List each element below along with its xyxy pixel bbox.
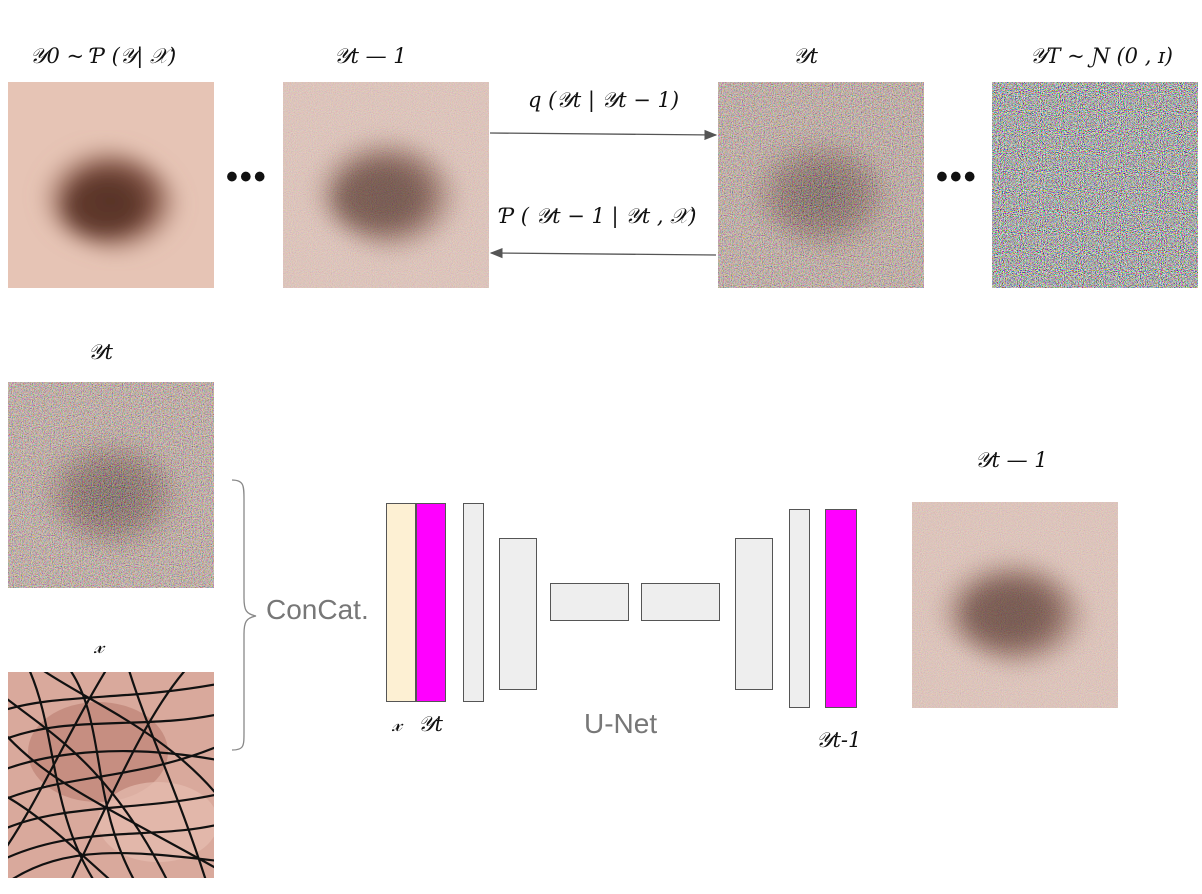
y0-distribution-label: 𝒴0 ~ Ƥ (𝒴| 𝒳): [30, 44, 177, 68]
reverse-process-label: Ƥ ( 𝒴t − 1 | 𝒴t , 𝒳): [500, 204, 697, 228]
noisy-lesion-t-image: [718, 82, 924, 288]
condition-x-label: 𝓍: [94, 634, 104, 658]
y-t-label: 𝒴t: [793, 44, 818, 68]
forward-process-label: q (𝒴t | 𝒴t − 1): [528, 88, 680, 112]
noisy-lesion-t-minus-1-image: [283, 82, 489, 288]
ellipsis-left: •••: [226, 158, 268, 196]
decoder-block-2: [789, 509, 810, 708]
forward-arrow: [489, 129, 718, 141]
encoder-block-2: [499, 538, 537, 690]
result-label: 𝒴t — 1: [975, 448, 1048, 472]
result-denoised-image: [912, 502, 1118, 708]
encoder-block-1: [463, 503, 484, 702]
input-y-t-label: 𝒴t: [88, 340, 113, 364]
bottleneck-block-2: [641, 583, 720, 621]
concat-label: ConCat.: [266, 594, 369, 625]
concat-brace: [231, 479, 257, 751]
ellipsis-right: •••: [936, 158, 978, 196]
unet-label: U-Net: [584, 708, 658, 739]
bottleneck-block-1: [550, 583, 629, 621]
pure-noise-image: [992, 82, 1198, 288]
condition-hair-image: [8, 672, 214, 878]
output-channel-block: [825, 509, 857, 708]
y-channel-block: [416, 503, 446, 702]
clean-lesion-image: [8, 82, 214, 288]
block-y-t-label: 𝒴t: [418, 712, 443, 736]
block-x-label: 𝓍: [392, 712, 402, 736]
input-noisy-image: [8, 382, 214, 588]
reverse-arrow: [489, 247, 717, 259]
decoder-block-1: [735, 538, 773, 690]
output-y-t-1-label: 𝒴t-1: [816, 728, 862, 752]
y-t-minus-1-label: 𝒴t — 1: [334, 44, 407, 68]
x-channel-block: [386, 503, 416, 702]
y-T-noise-label: 𝒴𝑇 ~ Ɲ (0 , ɪ): [1030, 44, 1173, 68]
